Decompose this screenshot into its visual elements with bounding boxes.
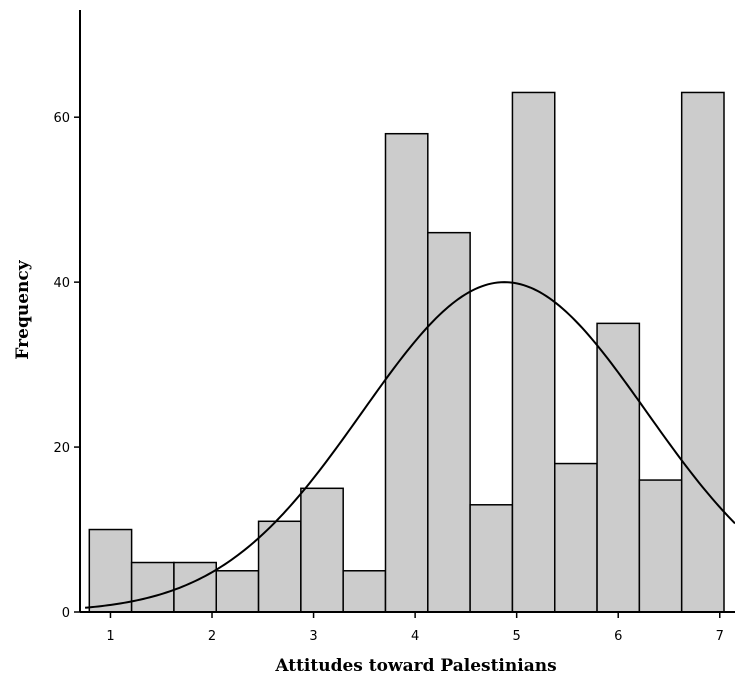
histogram-bar-12 [553, 462, 598, 613]
y-tick-label-20: 20 [53, 441, 70, 456]
x-axis-title: Attitudes toward Palestinians [274, 656, 556, 676]
histogram-bar-13 [596, 322, 641, 613]
histogram-bar-5 [257, 520, 302, 613]
histogram-bar-11 [511, 91, 556, 613]
histogram-bar-9 [427, 231, 471, 613]
histogram-bar-2 [130, 561, 175, 613]
histogram-bar-1 [88, 528, 133, 613]
y-tick-label-60: 60 [53, 111, 70, 126]
histogram-bar-4 [215, 570, 260, 613]
histogram-bar-14 [638, 479, 683, 613]
x-tick-label-6: 6 [614, 629, 622, 644]
x-tick-label-5: 5 [513, 629, 521, 644]
histogram-bar-7 [342, 570, 387, 613]
x-tick-label-2: 2 [208, 629, 216, 644]
histogram-bar-6 [300, 487, 344, 613]
normal-curve [84, 281, 735, 609]
y-axis-ticks: 0 20 40 60 [53, 111, 80, 621]
y-axis-title: Frequency [13, 259, 33, 359]
x-tick-label-1: 1 [106, 629, 114, 644]
x-tick-label-3: 3 [309, 629, 317, 644]
histogram-bar-15 [680, 91, 725, 613]
x-tick-label-7: 7 [716, 629, 724, 644]
y-tick-label-40: 40 [53, 276, 70, 291]
x-axis-ticks: 1 2 3 4 5 6 7 [106, 612, 724, 644]
x-tick-label-4: 4 [411, 629, 419, 644]
histogram-bar-10 [469, 504, 514, 613]
histogram-bar-8 [384, 132, 429, 613]
y-tick-label-0: 0 [62, 606, 70, 621]
